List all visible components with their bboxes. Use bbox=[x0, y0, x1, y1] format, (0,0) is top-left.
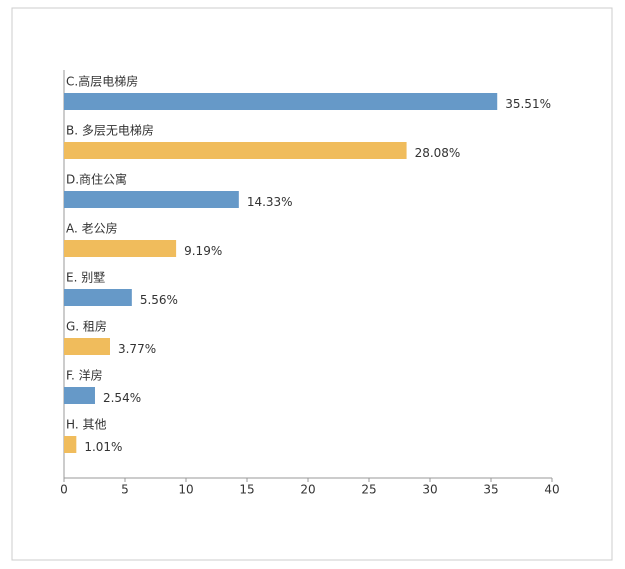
frame bbox=[11, 7, 613, 561]
value-label: 3.77% bbox=[118, 342, 156, 356]
value-label: 28.08% bbox=[415, 146, 461, 160]
x-tick-label: 30 bbox=[422, 483, 437, 497]
value-label: 5.56% bbox=[140, 293, 178, 307]
bar bbox=[64, 436, 77, 453]
category-label: D.商住公寓 bbox=[66, 172, 127, 187]
category-label: H. 其他 bbox=[66, 418, 106, 432]
category-label: F. 洋房 bbox=[66, 368, 103, 383]
x-tick-label: 25 bbox=[361, 483, 376, 497]
x-tick-label: 15 bbox=[239, 483, 254, 497]
x-tick-label: 0 bbox=[60, 483, 68, 497]
bar bbox=[64, 338, 110, 355]
value-label: 9.19% bbox=[184, 244, 222, 258]
value-label: 14.33% bbox=[247, 195, 293, 209]
value-label: 2.54% bbox=[103, 391, 141, 405]
category-label: E. 别墅 bbox=[66, 271, 105, 285]
category-label: G. 租房 bbox=[66, 319, 107, 334]
x-tick-label: 35 bbox=[483, 483, 498, 497]
category-label: B. 多层无电梯房 bbox=[66, 123, 154, 138]
bar bbox=[64, 191, 239, 208]
bar bbox=[64, 93, 498, 110]
bar bbox=[64, 142, 407, 159]
value-label: 35.51% bbox=[505, 97, 551, 111]
value-label: 1.01% bbox=[84, 440, 122, 454]
x-tick-label: 5 bbox=[121, 483, 129, 497]
x-tick-label: 20 bbox=[300, 483, 315, 497]
bar bbox=[64, 387, 95, 404]
x-tick-label: 40 bbox=[544, 483, 559, 497]
x-tick-label: 10 bbox=[178, 483, 193, 497]
bar bbox=[64, 289, 132, 306]
category-label: A. 老公房 bbox=[66, 221, 118, 236]
category-label: C.高层电梯房 bbox=[66, 74, 138, 89]
bar bbox=[64, 240, 177, 257]
